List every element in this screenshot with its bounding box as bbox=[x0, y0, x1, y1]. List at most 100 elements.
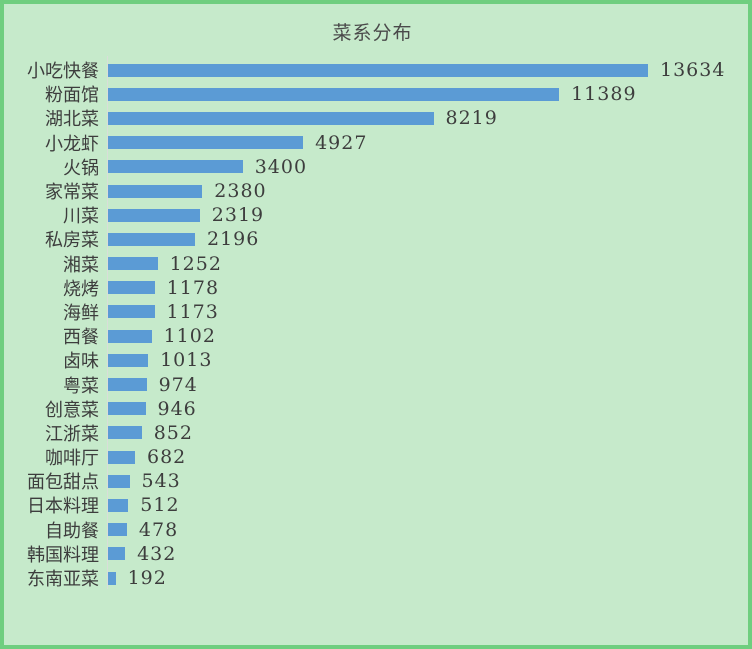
value-label: 432 bbox=[137, 542, 177, 565]
category-label: 粤菜 bbox=[63, 375, 99, 397]
bar-row: 西餐 1102 bbox=[0, 324, 752, 348]
value-label: 13634 bbox=[660, 59, 726, 82]
bar bbox=[108, 426, 142, 440]
bar-track: 852 bbox=[108, 421, 752, 445]
bar bbox=[108, 402, 146, 416]
value-label: 852 bbox=[153, 421, 193, 444]
category-label: 烧烤 bbox=[63, 278, 99, 300]
bar-track: 1013 bbox=[108, 348, 752, 372]
bar-row: 火锅 3400 bbox=[0, 155, 752, 179]
category-label: 西餐 bbox=[63, 327, 99, 349]
bar-track: 192 bbox=[108, 566, 752, 590]
category-label: 自助餐 bbox=[45, 520, 99, 542]
bar bbox=[108, 160, 243, 174]
category-label: 湘菜 bbox=[63, 254, 99, 276]
value-label: 11389 bbox=[571, 83, 637, 106]
category-label: 江浙菜 bbox=[45, 423, 99, 445]
value-label: 8219 bbox=[445, 107, 498, 130]
bar-row: 湖北菜 8219 bbox=[0, 106, 752, 130]
value-label: 4927 bbox=[315, 131, 368, 154]
bar-track: 11389 bbox=[108, 82, 752, 106]
value-label: 2196 bbox=[207, 228, 260, 251]
value-label: 192 bbox=[127, 567, 167, 590]
category-label: 日本料理 bbox=[27, 496, 99, 518]
bar bbox=[108, 571, 116, 585]
category-label: 卤味 bbox=[63, 351, 99, 373]
category-label: 创意菜 bbox=[45, 399, 99, 421]
bar-track: 1178 bbox=[108, 276, 752, 300]
bar-row: 韩国料理 432 bbox=[0, 542, 752, 566]
category-label: 小龙虾 bbox=[45, 133, 99, 155]
bar-row: 江浙菜 852 bbox=[0, 421, 752, 445]
value-label: 974 bbox=[158, 373, 198, 396]
bar bbox=[108, 498, 129, 512]
bar-row: 创意菜 946 bbox=[0, 397, 752, 421]
bar bbox=[108, 547, 126, 561]
bar-track: 512 bbox=[108, 493, 752, 517]
category-label: 面包甜点 bbox=[27, 472, 99, 494]
bar bbox=[108, 184, 203, 198]
bar-track: 2196 bbox=[108, 227, 752, 251]
bar bbox=[108, 353, 149, 367]
bar bbox=[108, 111, 434, 125]
bar bbox=[108, 281, 155, 295]
value-label: 543 bbox=[141, 470, 181, 493]
value-label: 1178 bbox=[166, 276, 220, 299]
category-label: 韩国料理 bbox=[27, 544, 99, 566]
category-label: 咖啡厅 bbox=[45, 448, 99, 470]
bar-track: 974 bbox=[108, 372, 752, 396]
value-label: 478 bbox=[138, 518, 179, 541]
bar-row: 川菜 2319 bbox=[0, 203, 752, 227]
bar-row: 自助餐 478 bbox=[0, 518, 752, 542]
bar bbox=[108, 232, 195, 246]
bar-track: 1252 bbox=[108, 252, 752, 276]
bar bbox=[108, 63, 648, 77]
bar-track: 2380 bbox=[108, 179, 752, 203]
bar-row: 私房菜 2196 bbox=[0, 227, 752, 251]
bar bbox=[108, 87, 560, 101]
value-label: 1252 bbox=[169, 252, 222, 275]
bar-track: 8219 bbox=[108, 106, 752, 130]
value-label: 2380 bbox=[214, 180, 267, 203]
bar-row: 咖啡厅 682 bbox=[0, 445, 752, 469]
bar-track: 13634 bbox=[108, 58, 752, 82]
bar-track: 1102 bbox=[108, 324, 752, 348]
bar-row: 卤味 1013 bbox=[0, 348, 752, 372]
category-label: 海鲜 bbox=[63, 302, 99, 324]
bar-track: 4927 bbox=[108, 131, 752, 155]
value-label: 682 bbox=[147, 446, 187, 469]
bar-row: 粤菜 974 bbox=[0, 372, 752, 397]
category-label: 川菜 bbox=[63, 206, 99, 228]
bar-track: 1173 bbox=[108, 300, 752, 324]
bar-track: 543 bbox=[108, 469, 752, 493]
bar-track: 432 bbox=[108, 542, 752, 566]
bar-row: 粉面馆 11389 bbox=[0, 82, 752, 106]
bar-track: 946 bbox=[108, 397, 752, 421]
category-label: 火锅 bbox=[63, 157, 99, 179]
category-label: 粉面馆 bbox=[45, 85, 99, 107]
bar-rows-container: 小吃快餐 13634 粉面馆 11389 湖北菜 8219 小龙虾 4927 火锅 3400 家常菜… bbox=[0, 58, 752, 590]
bar-row: 海鲜 1173 bbox=[0, 300, 752, 324]
category-label: 东南亚菜 bbox=[27, 569, 99, 591]
value-label: 1173 bbox=[166, 300, 219, 323]
category-label: 小吃快餐 bbox=[27, 61, 99, 83]
bar-row: 日本料理 512 bbox=[0, 493, 752, 517]
bar bbox=[108, 329, 152, 343]
bar-row: 家常菜 2380 bbox=[0, 179, 752, 203]
value-label: 1013 bbox=[160, 349, 213, 372]
bar-track: 478 bbox=[108, 518, 752, 542]
value-label: 2319 bbox=[211, 204, 265, 227]
bar-track: 3400 bbox=[108, 155, 752, 179]
value-label: 946 bbox=[157, 397, 197, 420]
bar bbox=[108, 450, 135, 464]
value-label: 1102 bbox=[163, 325, 216, 348]
bar bbox=[108, 378, 147, 392]
bar-track: 682 bbox=[108, 445, 752, 469]
category-label: 家常菜 bbox=[45, 182, 99, 204]
bar bbox=[108, 257, 158, 271]
bar bbox=[108, 208, 200, 222]
bar-row: 面包甜点 543 bbox=[0, 469, 752, 493]
bar-row: 湘菜 1252 bbox=[0, 252, 752, 276]
value-label: 3400 bbox=[254, 155, 308, 178]
